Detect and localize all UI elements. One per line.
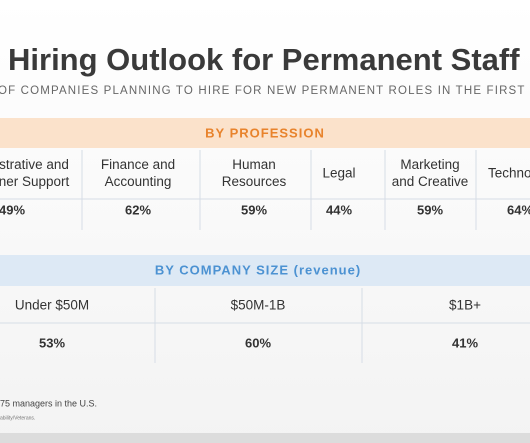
size-value: 60% xyxy=(245,335,271,350)
profession-value: 59% xyxy=(241,202,267,217)
profession-name: Marketing xyxy=(400,157,459,172)
profession-name: Human xyxy=(232,157,276,172)
profession-name: strative and xyxy=(0,157,69,172)
profession-name: Accounting xyxy=(105,174,172,189)
profession-name: Legal xyxy=(322,166,355,181)
profession-value: 64% xyxy=(507,202,530,217)
size-heading: BY COMPANY SIZE (revenue) xyxy=(155,262,361,277)
subtitle: OF COMPANIES PLANNING TO HIRE FOR NEW PE… xyxy=(0,85,526,97)
size-name: $1B+ xyxy=(449,298,481,313)
profession-name: and Creative xyxy=(392,174,469,189)
profession-name: ner Support xyxy=(0,174,70,189)
profession-value: 59% xyxy=(417,202,443,217)
size-name: $50M-1B xyxy=(231,298,286,313)
profession-band xyxy=(0,118,530,148)
profession-heading: BY PROFESSION xyxy=(205,125,325,140)
profession-value: 49% xyxy=(0,202,25,217)
profession-value: 62% xyxy=(125,202,151,217)
footnote: 75 managers in the U.S. xyxy=(0,398,97,408)
title: Hiring Outlook for Permanent Staff xyxy=(8,42,520,77)
size-value: 41% xyxy=(452,335,478,350)
profession-value: 44% xyxy=(326,202,352,217)
bottom-band xyxy=(0,433,530,443)
size-value: 53% xyxy=(39,335,65,350)
size-band xyxy=(0,255,530,286)
profession-name: Resources xyxy=(222,174,287,189)
profession-name: Finance and xyxy=(101,157,175,172)
profession-name: Techno xyxy=(488,166,530,181)
size-name: Under $50M xyxy=(15,298,89,313)
footnote-small: ability/Veterans. xyxy=(0,415,35,421)
